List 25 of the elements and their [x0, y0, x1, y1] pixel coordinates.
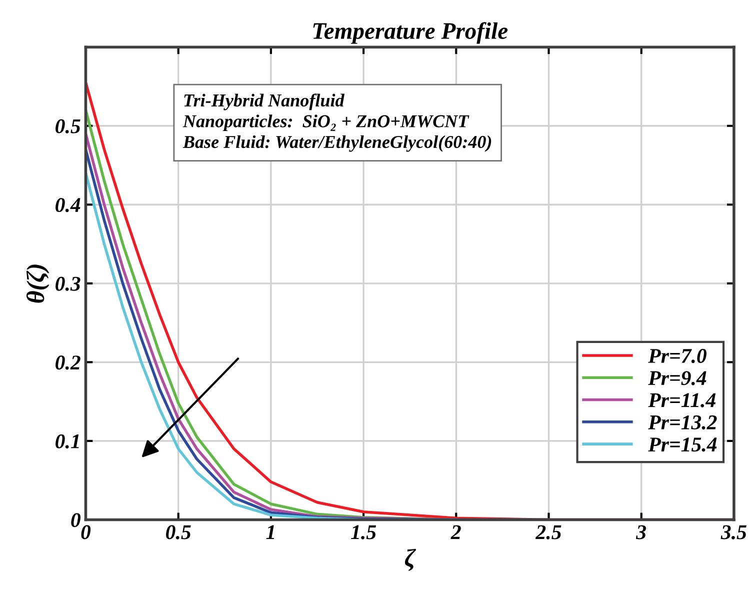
y-tick-label: 0.2 — [56, 356, 80, 370]
x-tick-label: 2.5 — [535, 525, 562, 540]
y-tick-label: 0.3 — [56, 276, 80, 291]
legend-label: Pr=7.0 — [648, 348, 707, 364]
y-axis-title: θ(ζ) — [26, 264, 50, 303]
x-tick-label: 1 — [266, 525, 274, 540]
chart-title: Temperature Profile — [313, 22, 508, 44]
x-axis-title: ζ — [404, 548, 416, 571]
annotation: Base Fluid: Water/EthyleneGlycol(60:40) — [182, 135, 492, 152]
x-tick-label: 3.5 — [720, 525, 746, 540]
y-tick-label: 0.5 — [56, 119, 80, 134]
y-tick-label: 0 — [71, 513, 80, 528]
legend-label: Pr=11.4 — [648, 393, 716, 408]
annotation: Nanoparticles: SiO₂ + ZnO+MWCNT — [182, 114, 470, 131]
y-tick-label: 0.1 — [56, 434, 79, 448]
legend-label: Pr=13.2 — [648, 415, 717, 430]
annotation: Tri-Hybrid Nanofluid — [184, 94, 345, 110]
x-tick-label: 3 — [636, 525, 646, 540]
y-tick-label: 0.4 — [56, 198, 80, 212]
x-tick-label: 0.5 — [166, 525, 191, 540]
legend-label: Pr=15.4 — [648, 438, 717, 452]
x-tick-label: 0 — [81, 525, 91, 540]
x-tick-label: 1.5 — [351, 525, 376, 540]
legend-label: Pr=9.4 — [648, 371, 706, 386]
x-tick-label: 2 — [450, 525, 461, 540]
